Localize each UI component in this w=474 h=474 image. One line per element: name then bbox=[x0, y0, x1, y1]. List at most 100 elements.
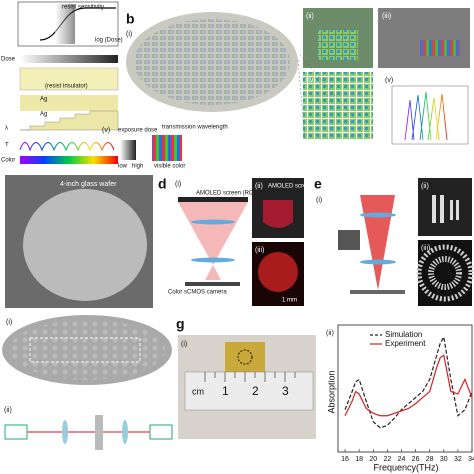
source-box bbox=[4, 424, 28, 440]
wafer-dots bbox=[9, 320, 165, 380]
ag-bar bbox=[20, 95, 118, 111]
receiver-box bbox=[149, 424, 173, 440]
row-label: Ag bbox=[40, 97, 47, 103]
inset-color: visible color bbox=[154, 164, 185, 170]
lens bbox=[62, 420, 68, 444]
lens bbox=[191, 257, 235, 263]
curve-shade bbox=[55, 4, 75, 44]
sem-pattern bbox=[420, 40, 460, 56]
panel-letter: g bbox=[176, 316, 185, 332]
sub-label: (i) bbox=[126, 31, 132, 38]
x-tick-label: 34 bbox=[468, 456, 474, 463]
x-tick-label: 26 bbox=[412, 456, 420, 463]
harvard-shield bbox=[263, 200, 293, 228]
x-tick-label: 22 bbox=[383, 456, 391, 463]
sample-chip bbox=[225, 342, 265, 372]
scale-bar: 1 mm bbox=[282, 298, 297, 304]
sub-label: (i) bbox=[181, 341, 187, 348]
panel-e: e (i) (ii) (iii) bbox=[314, 176, 474, 306]
row-label: (resist insulator) bbox=[45, 84, 88, 90]
sub-label: (ii) bbox=[4, 407, 12, 414]
sample bbox=[95, 415, 103, 450]
x-tick-label: 32 bbox=[454, 456, 462, 463]
light-cone bbox=[178, 202, 248, 280]
row-label: Color bbox=[1, 158, 15, 164]
sub-label: (v) bbox=[385, 77, 393, 84]
series-line bbox=[344, 354, 473, 417]
sem-photo bbox=[378, 8, 470, 68]
highlight-box bbox=[29, 337, 141, 363]
panel-g: g (i) cm 1 2 3 (ii) Absorption Frequency… bbox=[176, 316, 439, 473]
curve-title: resist sensitivity bbox=[62, 5, 104, 11]
zoom-pattern bbox=[318, 30, 358, 60]
resist-bar bbox=[19, 67, 119, 91]
x-tick-label: 28 bbox=[426, 456, 434, 463]
legend-label: Experiment bbox=[385, 339, 426, 348]
lens bbox=[360, 259, 396, 265]
sub-label: (iii) bbox=[382, 13, 391, 20]
ruler bbox=[184, 371, 314, 411]
lens bbox=[360, 212, 396, 218]
panel-a: resist sensitivity log (Dose) Dose (resi… bbox=[1, 1, 228, 170]
x-tick-label: 24 bbox=[398, 456, 406, 463]
inset-low: low bbox=[118, 164, 128, 170]
circle-mark bbox=[237, 349, 253, 365]
dose-bar bbox=[20, 55, 118, 63]
sub-label: (iv) bbox=[306, 77, 316, 84]
screen2-label: AMOLED screen bbox=[268, 184, 313, 190]
inset-dose bbox=[120, 140, 136, 160]
sub-label: (iii) bbox=[255, 247, 264, 254]
inset-label: (v) bbox=[102, 127, 110, 134]
x-tick-label: 16 bbox=[341, 456, 349, 463]
screen-label: AMOLED screen (RGB) bbox=[196, 191, 260, 197]
ruler-unit: cm bbox=[192, 386, 204, 396]
lens bbox=[191, 219, 235, 225]
scale-bar: 1 cm bbox=[130, 99, 145, 106]
star-photo bbox=[418, 240, 472, 306]
camera-bar bbox=[185, 282, 240, 286]
panel-f: (i) (ii) bbox=[2, 315, 173, 450]
photodiode bbox=[338, 230, 360, 250]
panel-letter: b bbox=[126, 11, 135, 27]
panel-b: b (i) 1 cm (ii) (iii) (iv) (v) bbox=[126, 8, 470, 145]
plot-frame bbox=[337, 324, 473, 453]
sub-label: (i) bbox=[6, 319, 12, 326]
legend-label: Simulation bbox=[385, 330, 422, 339]
inset-high: high bbox=[132, 164, 143, 170]
x-axis-label: Frequency(THz) bbox=[373, 462, 438, 472]
row-label: T bbox=[5, 143, 9, 149]
spectrum-box bbox=[391, 85, 469, 145]
inset-colors bbox=[152, 135, 182, 161]
target bbox=[350, 290, 405, 294]
sub-label: (iii) bbox=[421, 245, 430, 252]
x-tick-label: 30 bbox=[440, 456, 448, 463]
panel-c: 4-inch glass wafer bbox=[5, 175, 153, 308]
panel-letter: e bbox=[314, 176, 322, 192]
x-tick-label: 20 bbox=[369, 456, 377, 463]
siemens-star bbox=[428, 256, 462, 290]
camera-image bbox=[258, 252, 298, 292]
screen-bar bbox=[178, 197, 248, 202]
panel-d: d (i) AMOLED screen (RGB) Color sCMOS ca… bbox=[158, 176, 313, 306]
ag-steps bbox=[20, 110, 119, 131]
beam bbox=[360, 195, 395, 290]
transmission-peaks bbox=[19, 142, 115, 152]
sub-label: (ii) bbox=[326, 330, 334, 337]
sub-label: (i) bbox=[175, 181, 181, 188]
color-bar bbox=[20, 156, 118, 164]
ruler-number: 1 bbox=[222, 384, 229, 398]
caption: 4-inch glass wafer bbox=[60, 181, 117, 188]
sub-label: (i) bbox=[316, 197, 322, 204]
x-tick-label: 18 bbox=[355, 456, 363, 463]
sub-label: (ii) bbox=[421, 183, 429, 190]
sub-label: (ii) bbox=[306, 13, 314, 20]
row-label: Dose bbox=[1, 57, 16, 63]
inset-y: transmission wavelength bbox=[162, 125, 228, 131]
bar-target bbox=[432, 195, 459, 223]
camera-label: Color sCMOS camera bbox=[168, 290, 227, 296]
ruler-number: 2 bbox=[252, 384, 259, 398]
inset-x: exposure dose bbox=[118, 128, 158, 134]
zoom-lines bbox=[297, 54, 374, 141]
curve-axis: log (Dose) bbox=[95, 38, 123, 44]
siemens-star bbox=[416, 244, 474, 302]
